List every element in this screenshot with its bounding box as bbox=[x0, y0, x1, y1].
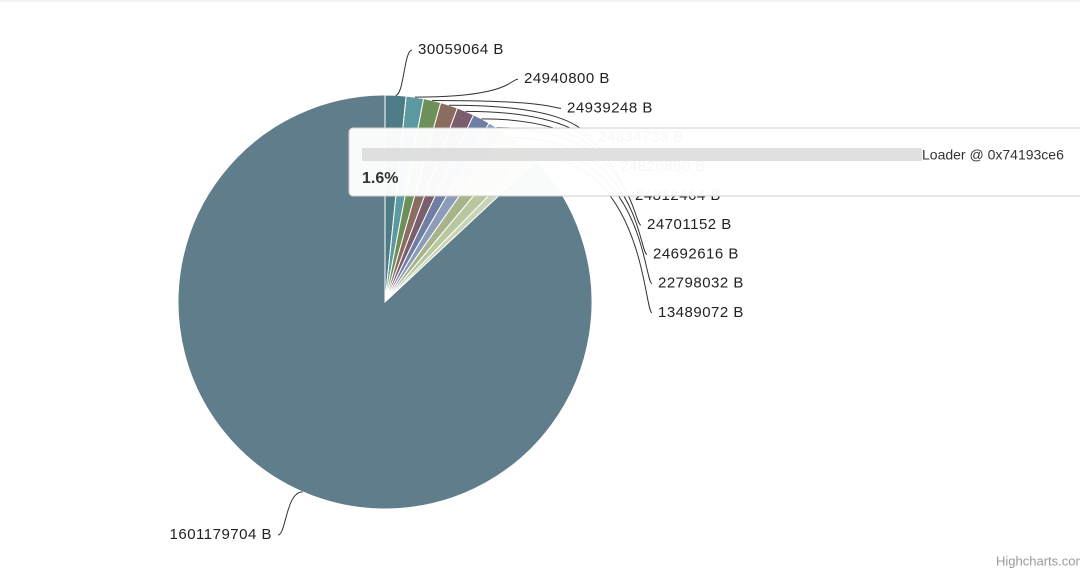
data-label: 30059064 B bbox=[418, 41, 504, 58]
tooltip-text: Loader @ 0x74193ce6 bbox=[922, 147, 1064, 163]
credits[interactable]: Highcharts.com bbox=[996, 553, 1080, 568]
connector bbox=[395, 49, 413, 96]
data-label: 24940800 B bbox=[524, 70, 610, 87]
connector bbox=[414, 78, 519, 98]
slice bbox=[177, 94, 593, 510]
tooltip-box bbox=[348, 127, 1080, 197]
data-label: 22798032 B bbox=[658, 275, 744, 292]
data-label: 24701152 B bbox=[647, 216, 732, 233]
tooltip: Loader @ 0x74193ce6 1.6% bbox=[348, 127, 1080, 197]
connector bbox=[277, 491, 303, 536]
tooltip-blur bbox=[362, 148, 922, 161]
data-label: 24939248 B bbox=[567, 99, 653, 116]
data-label: 1601179704 B bbox=[170, 526, 272, 543]
data-label: 13489072 B bbox=[658, 304, 744, 321]
connector bbox=[432, 99, 562, 109]
data-label: 24692616 B bbox=[653, 245, 739, 262]
tooltip-percent: 1.6% bbox=[362, 170, 398, 187]
